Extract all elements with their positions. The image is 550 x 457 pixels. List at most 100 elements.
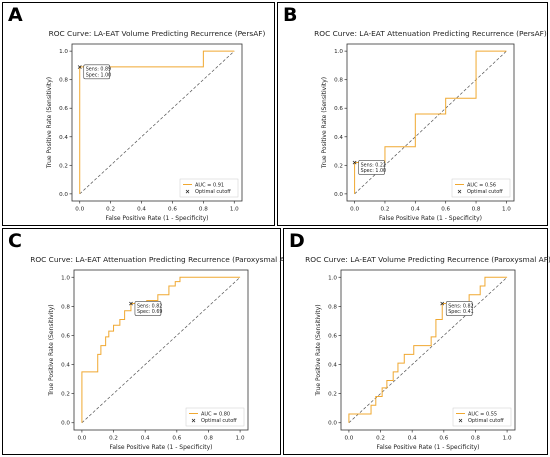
x-tick-label: 0.0 <box>75 207 84 213</box>
x-tick-label: 0.4 <box>137 207 146 213</box>
y-tick-label: 0.6 <box>59 106 68 112</box>
optimal-cutoff-marker: × <box>352 159 357 167</box>
x-tick-label: 0.6 <box>172 436 181 442</box>
roc-chart-a: ROC Curve: LA-EAT Volume Predicting Recu… <box>46 29 266 222</box>
x-tick-label: 0.4 <box>408 436 417 442</box>
y-tick-label: 0.0 <box>328 421 337 427</box>
y-tick-label: 0.8 <box>61 304 70 310</box>
x-tick-label: 0.2 <box>109 436 118 442</box>
cutoff-annotation-box <box>83 64 111 80</box>
plot-frame <box>73 269 249 431</box>
plot-frame <box>346 43 515 202</box>
x-tick-label: 0.6 <box>439 436 448 442</box>
chart-title: ROC Curve: LA-EAT Attenuation Predicting… <box>314 29 547 38</box>
diagonal-reference-line <box>81 277 241 423</box>
roc-panel-b: B ROC Curve: LA-EAT Attenuation Predicti… <box>277 2 548 226</box>
optimal-cutoff-marker: × <box>440 300 445 308</box>
x-tick-label: 0.2 <box>376 436 385 442</box>
y-tick-label: 0.8 <box>59 78 68 84</box>
panel-letter: B <box>283 4 298 26</box>
y-tick-label: 0.2 <box>328 392 337 398</box>
y-tick-label: 0.4 <box>328 363 337 369</box>
y-tick-label: 0.2 <box>334 163 343 169</box>
legend-box <box>451 178 511 198</box>
x-tick-label: 0.4 <box>141 436 150 442</box>
y-tick-label: 0.2 <box>59 163 68 169</box>
annotation-sensitivity: Sens: 0.82 <box>137 303 162 309</box>
roc-panel-a: A ROC Curve: LA-EAT Volume Predicting Re… <box>2 2 275 226</box>
legend-marker-swatch: × <box>458 418 463 425</box>
x-tick-label: 0.0 <box>344 436 353 442</box>
roc-curve-line <box>81 276 241 423</box>
y-tick-label: 0.4 <box>61 363 70 369</box>
annotation-sensitivity: Sens: 0.82 <box>448 303 473 309</box>
y-tick-label: 1.0 <box>334 49 343 55</box>
y-axis-label: True Positive Rate (Sensitivity) <box>48 304 55 396</box>
cutoff-annotation-box <box>445 301 473 316</box>
y-tick-label: 0.6 <box>328 333 337 339</box>
y-tick-label: 1.0 <box>61 275 70 281</box>
optimal-cutoff-marker: × <box>128 300 133 308</box>
x-tick-label: 0.8 <box>472 207 481 213</box>
roc-curve-line <box>348 276 508 423</box>
annotation-specificity: Spec: 0.69 <box>137 309 163 315</box>
x-axis-label: False Positive Rate (1 - Specificity) <box>379 215 482 222</box>
y-tick-label: 0.8 <box>334 78 343 84</box>
y-tick-label: 0.4 <box>334 135 343 141</box>
x-axis-label: False Positive Rate (1 - Specificity) <box>376 444 479 451</box>
roc-panel-d: D ROC Curve: LA-EAT Volume Predicting Re… <box>283 228 550 455</box>
roc-panel-c: C ROC Curve: LA-EAT Attenuation Predicti… <box>2 228 292 455</box>
y-tick-label: 0.0 <box>59 192 68 198</box>
legend-label-cutoff: Optimal cutoff <box>195 189 231 195</box>
roc-chart-b: ROC Curve: LA-EAT Attenuation Predicting… <box>314 29 547 222</box>
annotation-sensitivity: Sens: 0.89 <box>86 67 111 73</box>
annotation-specificity: Spec: 0.41 <box>448 309 474 315</box>
roc-chart-d: ROC Curve: LA-EAT Volume Predicting Recu… <box>305 255 550 451</box>
x-tick-label: 1.0 <box>230 207 239 213</box>
x-tick-label: 0.8 <box>199 207 208 213</box>
x-tick-label: 0.6 <box>168 207 177 213</box>
panel-letter: D <box>289 230 305 252</box>
x-tick-label: 1.0 <box>502 207 511 213</box>
x-axis-label: False Positive Rate (1 - Specificity) <box>109 444 212 451</box>
optimal-cutoff-marker: × <box>77 63 82 71</box>
x-tick-label: 0.2 <box>106 207 115 213</box>
plot-frame <box>71 43 243 202</box>
x-tick-label: 0.0 <box>350 207 359 213</box>
panel-letter: C <box>8 230 22 252</box>
x-axis-label: False Positive Rate (1 - Specificity) <box>105 215 208 222</box>
chart-title: ROC Curve: LA-EAT Volume Predicting Recu… <box>49 29 266 38</box>
annotation-specificity: Spec: 1.00 <box>86 72 112 78</box>
y-axis-label: True Positive Rate (Sensitivity) <box>46 77 53 169</box>
y-tick-label: 0.0 <box>61 421 70 427</box>
panel-letter: A <box>8 4 23 26</box>
x-tick-label: 0.6 <box>441 207 450 213</box>
y-tick-label: 0.6 <box>61 333 70 339</box>
y-tick-label: 0.2 <box>61 392 70 398</box>
cutoff-annotation-box <box>134 301 162 316</box>
legend-box <box>452 407 512 427</box>
legend-box <box>185 407 245 427</box>
annotation-sensitivity: Sens: 0.22 <box>361 162 386 168</box>
y-axis-label: True Positive Rate (Sensitivity) <box>321 77 328 169</box>
x-tick-label: 0.8 <box>204 436 213 442</box>
x-tick-label: 0.2 <box>381 207 390 213</box>
annotation-specificity: Spec: 1.00 <box>361 168 387 174</box>
x-tick-label: 0.4 <box>411 207 420 213</box>
x-tick-label: 0.0 <box>77 436 86 442</box>
legend-label-cutoff: Optimal cutoff <box>467 189 503 195</box>
y-tick-label: 0.4 <box>59 135 68 141</box>
chart-title: ROC Curve: LA-EAT Attenuation Predicting… <box>30 255 292 264</box>
legend-label-auc: AUC = 0.55 <box>468 411 497 417</box>
cutoff-annotation-box <box>358 160 385 175</box>
legend-label-auc: AUC = 0.91 <box>195 182 224 188</box>
roc-chart-c: ROC Curve: LA-EAT Attenuation Predicting… <box>30 255 292 451</box>
legend-label-auc: AUC = 0.56 <box>467 182 496 188</box>
x-tick-label: 0.8 <box>471 436 480 442</box>
diagonal-reference-line <box>79 50 235 195</box>
y-tick-label: 1.0 <box>328 275 337 281</box>
legend-box <box>179 178 239 198</box>
legend-marker-swatch: × <box>191 418 196 425</box>
legend-label-cutoff: Optimal cutoff <box>201 418 237 424</box>
diagonal-reference-line <box>348 277 508 423</box>
